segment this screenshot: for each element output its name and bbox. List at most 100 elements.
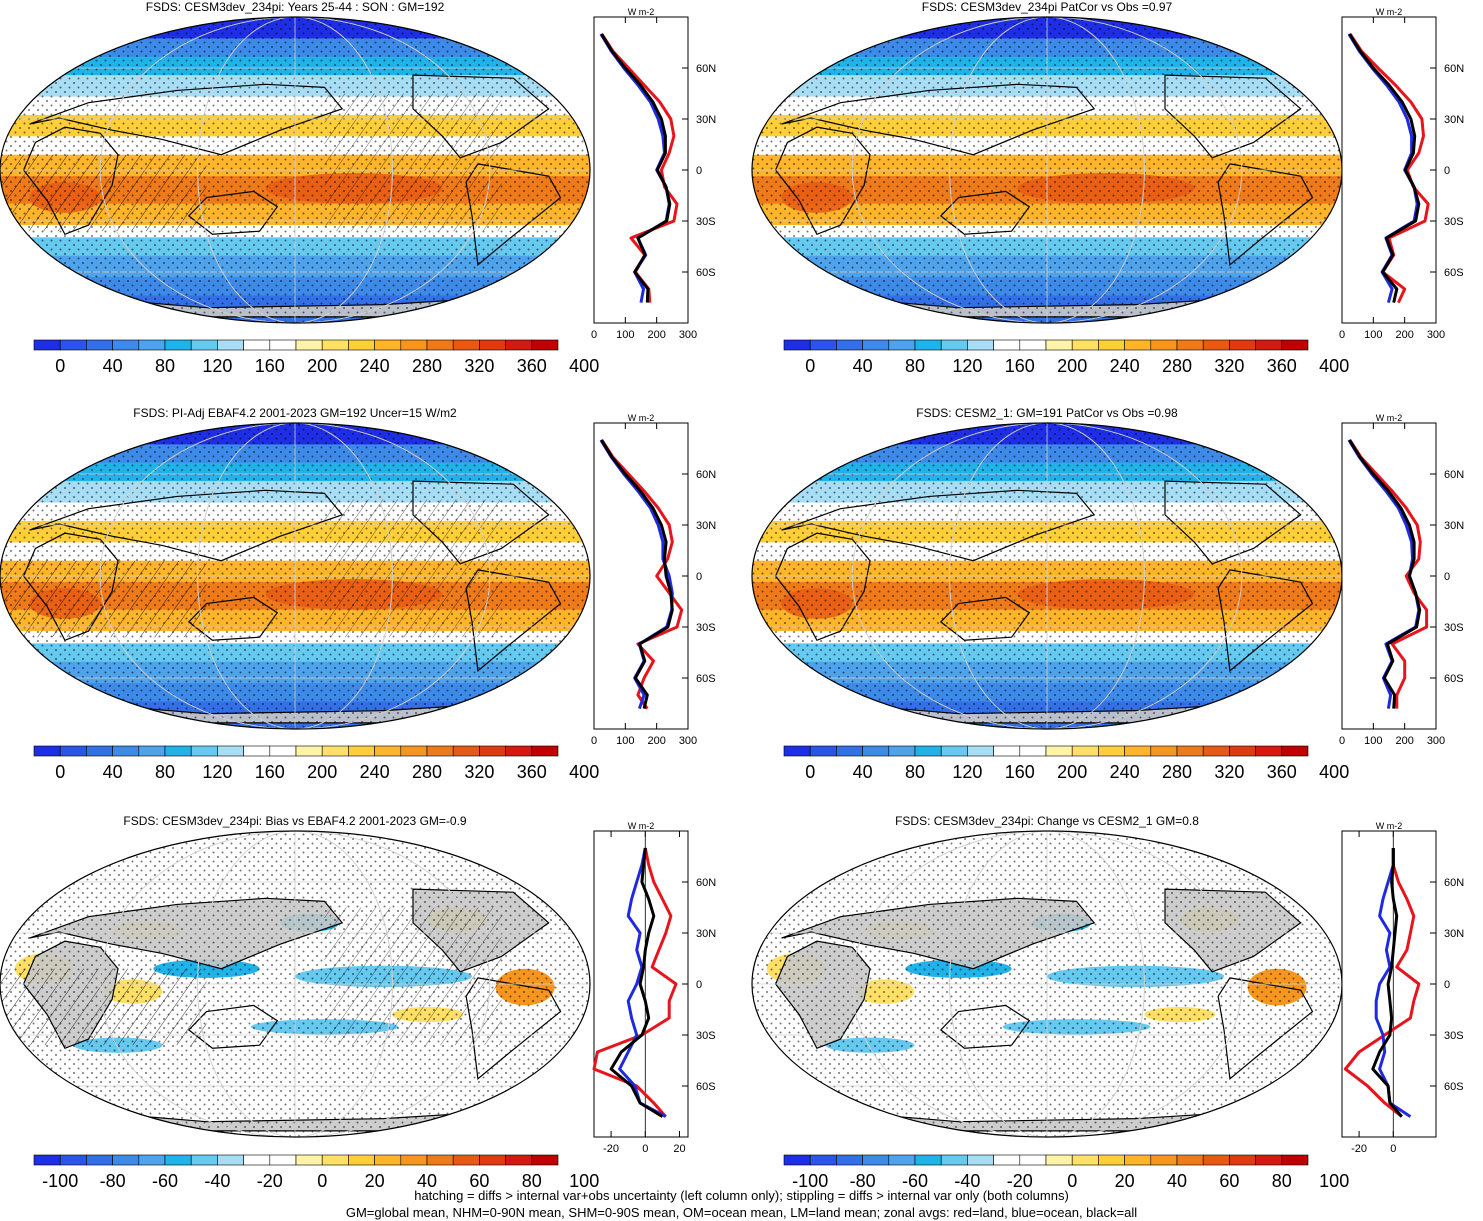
colorbar-swatch bbox=[993, 339, 1021, 351]
colorbar-swatch bbox=[940, 745, 968, 757]
colorbar-tick-label: 80 bbox=[905, 356, 925, 376]
colorbar-swatch bbox=[783, 1154, 811, 1166]
y-tick-label: 0 bbox=[1444, 571, 1450, 583]
colorbar-swatch bbox=[940, 339, 968, 351]
meridian-line bbox=[197, 831, 393, 1137]
colorbar-swatch bbox=[190, 745, 218, 757]
colorbar-swatch bbox=[321, 745, 349, 757]
colorbar-swatch bbox=[914, 339, 942, 351]
colorbar-swatch bbox=[783, 745, 811, 757]
x-tick-label: 0 bbox=[1339, 735, 1345, 747]
colorbar-swatch bbox=[531, 745, 559, 757]
map-4 bbox=[752, 423, 1342, 729]
colorbar-tick-label: 240 bbox=[1110, 356, 1140, 376]
colorbar-swatch bbox=[479, 1154, 506, 1166]
colorbar-tick-label: 400 bbox=[569, 356, 599, 376]
map-title: FSDS: PI-Adj EBAF4.2 2001-2023 GM=192 Un… bbox=[133, 406, 457, 420]
x-tick-label: 100 bbox=[616, 735, 634, 747]
footer-line-1: hatching = diffs > internal var+obs unce… bbox=[414, 1188, 1069, 1203]
colorbar-tick-label: -20 bbox=[1007, 1171, 1033, 1191]
colorbar-swatch bbox=[505, 339, 533, 351]
zonal-series-all bbox=[600, 439, 674, 709]
zonal-mean-plot: 0 100 200 300 60N 30N 0 30S 60S W m-2 bbox=[591, 413, 716, 747]
zonal-unit-label: W m-2 bbox=[628, 413, 655, 423]
colorbar-swatch bbox=[531, 339, 559, 351]
y-tick-label: 30S bbox=[696, 622, 716, 634]
greenland-outline bbox=[547, 468, 590, 498]
y-tick-label: 30N bbox=[1444, 928, 1464, 940]
colorbar-tick-label: 280 bbox=[412, 762, 442, 782]
x-tick-label: 0 bbox=[1339, 329, 1345, 341]
colorbar-tick-label: 200 bbox=[307, 356, 337, 376]
colorbar-tick-label: 240 bbox=[360, 356, 390, 376]
map-title: FSDS: CESM3dev_234pi PatCor vs Obs =0.97 bbox=[922, 0, 1173, 14]
colorbar-tick-label: 280 bbox=[1162, 356, 1192, 376]
zonal-series-all bbox=[1371, 848, 1403, 1118]
y-tick-label: 0 bbox=[696, 165, 702, 177]
y-tick-label: 60N bbox=[696, 469, 716, 481]
colorbar-tick-label: 40 bbox=[853, 356, 873, 376]
colorbar-swatch bbox=[940, 1154, 968, 1166]
colorbar-tick-label: 400 bbox=[1319, 762, 1349, 782]
colorbar-swatch bbox=[348, 1154, 375, 1166]
colorbar-tick-label: 40 bbox=[417, 1171, 437, 1191]
colorbar-swatch bbox=[479, 339, 506, 351]
x-tick-label: 300 bbox=[679, 735, 697, 747]
colorbar-tick-label: 200 bbox=[1057, 762, 1087, 782]
colorbar-swatch bbox=[1229, 745, 1256, 757]
colorbar-swatch bbox=[993, 745, 1021, 757]
x-tick-label: 0 bbox=[1390, 1143, 1396, 1155]
colorbar-swatch bbox=[190, 1154, 218, 1166]
colorbar-tick-label: -100 bbox=[792, 1171, 828, 1191]
colorbar-tick-label: 280 bbox=[1162, 762, 1192, 782]
y-tick-label: 60N bbox=[696, 63, 716, 75]
colorbar-tick-label: 360 bbox=[517, 762, 547, 782]
colorbar-swatch bbox=[374, 339, 402, 351]
colorbar-tick-label: 80 bbox=[155, 356, 175, 376]
colorbar-swatch bbox=[112, 1154, 140, 1166]
colorbar-swatch bbox=[243, 339, 271, 351]
zonal-series-all bbox=[1348, 33, 1421, 303]
colorbar-swatch bbox=[1150, 745, 1178, 757]
colorbar-swatch bbox=[452, 1154, 480, 1166]
colorbar-swatch bbox=[1019, 745, 1047, 757]
map-title: FSDS: CESM3dev_234pi: Bias vs EBAF4.2 20… bbox=[123, 814, 466, 828]
colorbar-tick-label: 80 bbox=[905, 762, 925, 782]
zonal-mean-plot: 0 100 200 300 60N 30N 0 30S 60S W m-2 bbox=[591, 7, 716, 341]
colorbar: 0 40 80 120 160 200 240 280 320 360 400 bbox=[783, 339, 1349, 376]
x-tick-label: 20 bbox=[673, 1143, 685, 1155]
colorbar-swatch bbox=[1124, 745, 1152, 757]
colorbar-swatch bbox=[321, 339, 349, 351]
zonal-series-land bbox=[1348, 439, 1429, 709]
map-5 bbox=[0, 831, 590, 1137]
y-tick-label: 60N bbox=[1444, 63, 1464, 75]
colorbar-swatch bbox=[1045, 339, 1073, 351]
colorbar-swatch bbox=[190, 339, 218, 351]
y-tick-label: 30N bbox=[696, 114, 716, 126]
zonal-unit-label: W m-2 bbox=[628, 821, 655, 831]
x-tick-label: -20 bbox=[603, 1143, 619, 1155]
colorbar-tick-label: -40 bbox=[954, 1171, 980, 1191]
y-tick-label: 30N bbox=[696, 928, 716, 940]
y-tick-label: 60S bbox=[1444, 1081, 1464, 1093]
map-3 bbox=[0, 423, 590, 729]
x-tick-label: 200 bbox=[1395, 329, 1413, 341]
colorbar-tick-label: 360 bbox=[517, 356, 547, 376]
colorbar: -100 -80 -60 -40 -20 0 20 40 60 80 100 bbox=[33, 1154, 599, 1191]
colorbar-swatch bbox=[164, 1154, 192, 1166]
meridian-line bbox=[99, 831, 491, 1137]
greenland-outline bbox=[547, 62, 590, 92]
colorbar-swatch bbox=[243, 745, 271, 757]
colorbar-swatch bbox=[1202, 339, 1230, 351]
colorbar-swatch bbox=[1124, 1154, 1152, 1166]
zonal-frame bbox=[593, 16, 689, 324]
y-tick-label: 60S bbox=[1444, 267, 1464, 279]
colorbar-swatch bbox=[505, 745, 533, 757]
colorbar-tick-label: 60 bbox=[1219, 1171, 1239, 1191]
meridian-line bbox=[99, 423, 491, 729]
x-tick-label: 200 bbox=[1395, 735, 1413, 747]
colorbar-swatch bbox=[809, 745, 837, 757]
colorbar-tick-label: 0 bbox=[805, 762, 815, 782]
colorbar-swatch bbox=[217, 339, 244, 351]
colorbar-swatch bbox=[269, 745, 297, 757]
